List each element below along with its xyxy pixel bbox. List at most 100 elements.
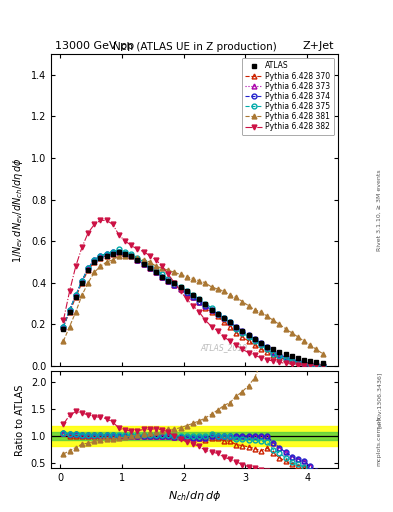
Pythia 6.428 381 xyxy=(110,257,115,263)
Pythia 6.428 382 xyxy=(252,352,257,358)
Pythia 6.428 373 xyxy=(314,361,319,368)
Pythia 6.428 375 xyxy=(308,361,312,367)
ATLAS xyxy=(320,360,325,366)
Pythia 6.428 374 xyxy=(154,269,158,275)
Pythia 6.428 375 xyxy=(252,338,257,344)
Pythia 6.428 381 xyxy=(172,269,177,275)
Pythia 6.428 370 xyxy=(289,358,294,364)
Pythia 6.428 370 xyxy=(178,286,183,292)
Pythia 6.428 382 xyxy=(166,271,171,278)
Pythia 6.428 382 xyxy=(191,303,195,309)
Legend: ATLAS, Pythia 6.428 370, Pythia 6.428 373, Pythia 6.428 374, Pythia 6.428 375, P: ATLAS, Pythia 6.428 370, Pythia 6.428 37… xyxy=(242,57,334,135)
ATLAS xyxy=(296,355,300,361)
Pythia 6.428 370 xyxy=(104,252,109,259)
Pythia 6.428 381 xyxy=(209,284,214,290)
Pythia 6.428 370 xyxy=(264,349,269,355)
Pythia 6.428 381 xyxy=(104,259,109,265)
Pythia 6.428 381 xyxy=(289,330,294,336)
Pythia 6.428 373 xyxy=(166,278,171,284)
Pythia 6.428 374 xyxy=(222,315,226,321)
Pythia 6.428 382 xyxy=(240,346,245,352)
Pythia 6.428 382 xyxy=(320,362,325,369)
Pythia 6.428 375 xyxy=(98,252,103,259)
Pythia 6.428 382 xyxy=(61,317,66,324)
ATLAS xyxy=(215,311,220,317)
Y-axis label: $1/N_{ev}\,dN_{ev}/dN_{ch}/d\eta\,d\phi$: $1/N_{ev}\,dN_{ev}/dN_{ch}/d\eta\,d\phi$ xyxy=(11,157,25,263)
Pythia 6.428 375 xyxy=(234,326,239,332)
Pythia 6.428 375 xyxy=(209,305,214,311)
Pythia 6.428 382 xyxy=(79,244,84,250)
Pythia 6.428 382 xyxy=(160,263,165,269)
ATLAS xyxy=(79,280,84,286)
ATLAS xyxy=(73,294,78,301)
Pythia 6.428 381 xyxy=(271,317,275,324)
Pythia 6.428 374 xyxy=(252,336,257,342)
Pythia 6.428 373 xyxy=(79,278,84,284)
Pythia 6.428 373 xyxy=(308,361,312,367)
Pythia 6.428 370 xyxy=(166,278,171,284)
Pythia 6.428 373 xyxy=(197,298,202,305)
Pythia 6.428 381 xyxy=(98,263,103,269)
Pythia 6.428 374 xyxy=(308,361,312,367)
ATLAS xyxy=(308,358,312,364)
Pythia 6.428 374 xyxy=(123,250,127,257)
Pythia 6.428 381 xyxy=(228,292,232,298)
Pythia 6.428 382 xyxy=(92,221,97,227)
Pythia 6.428 373 xyxy=(283,354,288,360)
Pythia 6.428 382 xyxy=(289,361,294,367)
Pythia 6.428 381 xyxy=(234,294,239,301)
Pythia 6.428 381 xyxy=(154,263,158,269)
Pythia 6.428 374 xyxy=(215,311,220,317)
Pythia 6.428 375 xyxy=(277,353,282,359)
Pythia 6.428 374 xyxy=(172,282,177,288)
ATLAS xyxy=(222,315,226,321)
Pythia 6.428 370 xyxy=(215,313,220,319)
Text: 13000 GeV pp: 13000 GeV pp xyxy=(55,41,134,51)
Pythia 6.428 373 xyxy=(240,328,245,334)
Pythia 6.428 382 xyxy=(314,362,319,369)
Pythia 6.428 375 xyxy=(314,362,319,368)
Text: mcplots.cern.ch: mcplots.cern.ch xyxy=(377,415,382,465)
Title: Nch (ATLAS UE in Z production): Nch (ATLAS UE in Z production) xyxy=(113,41,276,52)
Pythia 6.428 381 xyxy=(135,255,140,261)
Pythia 6.428 382 xyxy=(178,288,183,294)
Pythia 6.428 370 xyxy=(314,362,319,368)
Pythia 6.428 381 xyxy=(86,280,90,286)
ATLAS xyxy=(147,265,152,271)
Pythia 6.428 370 xyxy=(191,294,195,301)
Pythia 6.428 373 xyxy=(61,324,66,330)
Pythia 6.428 382 xyxy=(283,360,288,367)
Pythia 6.428 370 xyxy=(222,319,226,326)
Pythia 6.428 374 xyxy=(246,332,251,338)
Pythia 6.428 373 xyxy=(135,257,140,263)
Pythia 6.428 375 xyxy=(135,255,140,261)
Line: Pythia 6.428 370: Pythia 6.428 370 xyxy=(61,249,325,368)
Pythia 6.428 374 xyxy=(61,324,66,330)
Pythia 6.428 374 xyxy=(104,250,109,257)
ATLAS xyxy=(197,296,202,303)
Pythia 6.428 382 xyxy=(154,257,158,263)
Pythia 6.428 375 xyxy=(184,288,189,294)
Pythia 6.428 374 xyxy=(191,294,195,301)
Pythia 6.428 375 xyxy=(154,267,158,273)
ATLAS xyxy=(271,346,275,352)
Pythia 6.428 382 xyxy=(172,280,177,286)
ATLAS xyxy=(289,353,294,359)
Pythia 6.428 373 xyxy=(252,336,257,342)
Pythia 6.428 381 xyxy=(283,326,288,332)
Pythia 6.428 373 xyxy=(234,324,239,330)
Pythia 6.428 382 xyxy=(135,246,140,252)
ATLAS xyxy=(154,269,158,275)
Pythia 6.428 370 xyxy=(259,346,263,352)
Pythia 6.428 373 xyxy=(191,294,195,301)
ATLAS xyxy=(246,332,251,338)
Pythia 6.428 375 xyxy=(320,362,325,368)
Pythia 6.428 370 xyxy=(308,361,312,367)
Pythia 6.428 381 xyxy=(129,252,134,259)
Pythia 6.428 374 xyxy=(320,362,325,368)
Pythia 6.428 382 xyxy=(228,338,232,344)
Pythia 6.428 370 xyxy=(283,356,288,362)
Pythia 6.428 374 xyxy=(271,349,275,355)
Pythia 6.428 381 xyxy=(197,278,202,284)
Pythia 6.428 381 xyxy=(123,252,127,259)
